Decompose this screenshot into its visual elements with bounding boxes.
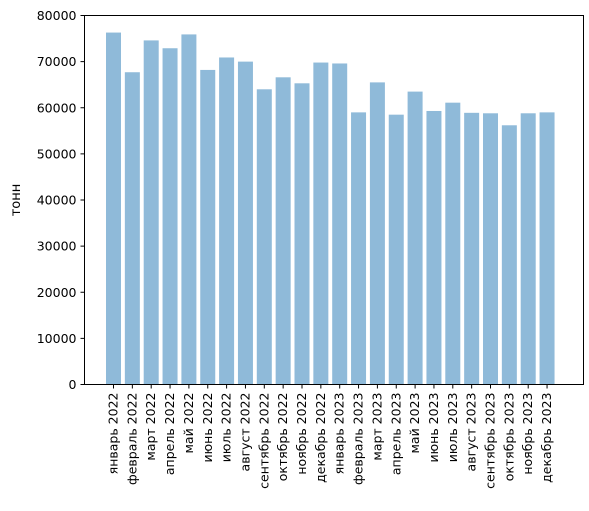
bar bbox=[445, 102, 461, 385]
bar bbox=[219, 57, 235, 385]
bar bbox=[106, 32, 121, 385]
x-tick-label: май 2022 bbox=[181, 393, 196, 454]
bar bbox=[237, 61, 253, 385]
x-tick-label: февраль 2023 bbox=[351, 393, 366, 485]
bar bbox=[162, 48, 178, 385]
x-tick-label: январь 2022 bbox=[106, 393, 121, 475]
bar bbox=[181, 34, 197, 385]
x-tick-label: август 2023 bbox=[464, 393, 479, 472]
x-tick-label: ноябрь 2023 bbox=[520, 393, 535, 475]
x-tick-label: март 2022 bbox=[143, 393, 158, 461]
x-tick-label: декабрь 2023 bbox=[539, 393, 554, 483]
x-tick-label: ноябрь 2022 bbox=[294, 393, 309, 475]
y-tick-label: 0 bbox=[69, 377, 77, 392]
x-tick-label: июль 2023 bbox=[445, 393, 460, 463]
bar bbox=[464, 112, 480, 385]
x-tick-label: октябрь 2023 bbox=[501, 393, 516, 482]
plot-frame bbox=[84, 15, 584, 385]
x-tick-label: декабрь 2022 bbox=[313, 393, 328, 483]
x-tick-label: октябрь 2022 bbox=[275, 393, 290, 482]
bar bbox=[483, 113, 498, 385]
bar bbox=[388, 114, 404, 385]
bar bbox=[200, 69, 216, 385]
x-tick-label: март 2023 bbox=[369, 393, 384, 461]
bar bbox=[501, 125, 517, 385]
x-tick-label: сентябрь 2022 bbox=[256, 393, 271, 489]
bar bbox=[294, 83, 310, 385]
y-tick-label: 10000 bbox=[37, 331, 77, 346]
y-tick-label: 20000 bbox=[37, 285, 77, 300]
x-tick-label: июнь 2022 bbox=[200, 393, 215, 463]
bar bbox=[143, 40, 159, 385]
bar bbox=[539, 112, 555, 385]
bar bbox=[313, 62, 329, 385]
x-tick-label: апрель 2022 bbox=[162, 393, 177, 476]
x-tick-label: июнь 2023 bbox=[426, 393, 441, 463]
bar bbox=[256, 89, 272, 385]
y-tick-label: 50000 bbox=[37, 146, 77, 161]
bar bbox=[351, 112, 367, 385]
y-tick-label: 70000 bbox=[37, 54, 77, 69]
bar bbox=[275, 77, 291, 385]
x-tick-label: сентябрь 2023 bbox=[483, 393, 498, 489]
y-tick-label: 40000 bbox=[37, 193, 77, 208]
x-tick-label: апрель 2023 bbox=[388, 393, 403, 476]
y-axis: 0 10000 20000 30000 40000 50000 60000 70000 8000… bbox=[37, 8, 85, 392]
bar bbox=[520, 113, 536, 385]
x-tick-label: январь 2023 bbox=[332, 393, 347, 475]
y-tick-label: 60000 bbox=[37, 100, 77, 115]
bar bbox=[426, 110, 442, 385]
x-tick-label: август 2022 bbox=[237, 393, 252, 472]
bar bbox=[407, 91, 423, 385]
x-tick-label: июль 2022 bbox=[219, 393, 234, 463]
bar bbox=[369, 82, 385, 385]
x-tick-label: февраль 2022 bbox=[124, 393, 139, 485]
bar bbox=[332, 63, 348, 385]
y-axis-label: тонн bbox=[9, 184, 24, 217]
bars-group bbox=[106, 32, 555, 385]
y-tick-label: 80000 bbox=[37, 8, 77, 23]
bar bbox=[124, 72, 140, 385]
y-tick-label: 30000 bbox=[37, 239, 77, 254]
x-tick-label: май 2023 bbox=[407, 393, 422, 454]
x-axis: январь 2022 февраль 2022 март 2022 апрель 2… bbox=[106, 384, 554, 489]
